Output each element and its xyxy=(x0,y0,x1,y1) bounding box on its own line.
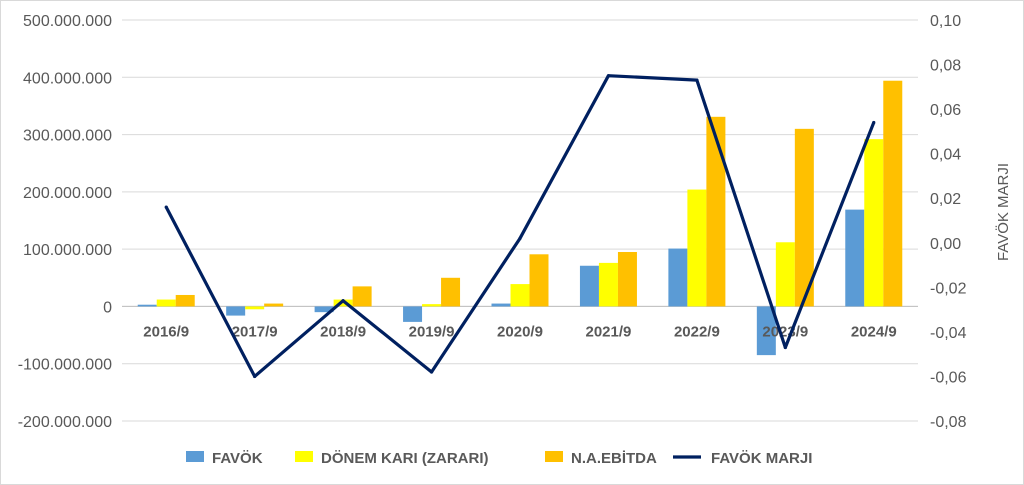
bar-2-2022/9 xyxy=(687,189,707,307)
left-tick-label: 400.000.000 xyxy=(23,70,112,87)
left-tick-label: 300.000.000 xyxy=(23,128,112,145)
legend-swatch xyxy=(295,451,313,462)
left-tick-label: -200.000.000 xyxy=(18,414,112,431)
bar-3-2016/9 xyxy=(175,294,195,307)
legend-swatch xyxy=(186,451,204,462)
bar-1-2018/9 xyxy=(314,306,334,313)
right-axis-ticks: 0,10 0,08 0,06 0,04 0,02 0,00 -0,02 -0,04 -0,06 -… xyxy=(930,13,967,431)
bar-3-2019/9 xyxy=(441,277,461,307)
right-axis-title: FAVÖK MARJI xyxy=(994,163,1012,261)
bar-3-2022/9 xyxy=(706,116,726,307)
bar-1-2022/9 xyxy=(668,248,688,307)
bar-3-2023/9 xyxy=(794,128,814,307)
bar-3-2020/9 xyxy=(529,254,549,307)
legend-label: FAVÖK xyxy=(212,450,263,467)
bar-2-2024/9 xyxy=(864,139,884,307)
line-series xyxy=(164,74,876,379)
category-label: 2017/9 xyxy=(232,323,278,340)
legend: FAVÖK DÖNEM KARI (ZARARI) N.A.EBİTDA FAVÖK … xyxy=(186,450,812,467)
right-tick-label: -0,02 xyxy=(930,280,967,297)
left-axis-ticks: 500.000.000 400.000.000 300.000.000 200.000… xyxy=(18,13,112,431)
bar-3-2021/9 xyxy=(617,252,637,307)
bar-2-2023/9 xyxy=(775,242,795,307)
bar-1-2023/9 xyxy=(756,306,776,356)
right-tick-label: 0,04 xyxy=(930,147,961,164)
line-point xyxy=(341,299,345,303)
bar-2-2016/9 xyxy=(156,299,176,307)
right-tick-label: 0,10 xyxy=(930,13,961,30)
line-point xyxy=(518,236,522,240)
right-tick-label: 0,00 xyxy=(930,236,961,253)
left-tick-label: -100.000.000 xyxy=(18,357,112,374)
bar-2-2017/9 xyxy=(245,306,265,310)
right-tick-label: 0,08 xyxy=(930,58,961,75)
bar-series xyxy=(137,80,903,356)
left-tick-label: 200.000.000 xyxy=(23,185,112,202)
bar-3-2024/9 xyxy=(883,80,903,307)
category-label: 2019/9 xyxy=(409,323,455,340)
line-point xyxy=(253,374,257,379)
bar-1-2016/9 xyxy=(137,304,157,307)
category-labels: 2016/9 2017/9 2018/9 2019/9 2020/9 2021/9 2022… xyxy=(143,323,896,340)
bar-2-2021/9 xyxy=(598,262,618,307)
bar-1-2024/9 xyxy=(845,209,865,307)
bar-3-2017/9 xyxy=(264,303,284,307)
category-label: 2016/9 xyxy=(143,323,189,340)
right-tick-label: -0,04 xyxy=(930,325,967,342)
bar-2-2020/9 xyxy=(510,284,530,307)
line-point xyxy=(695,78,699,82)
legend-label: FAVÖK MARJI xyxy=(711,450,812,467)
line-point xyxy=(606,74,611,78)
bar-1-2019/9 xyxy=(403,306,423,322)
right-tick-label: 0,06 xyxy=(930,102,961,119)
category-label: 2024/9 xyxy=(851,323,897,340)
category-label: 2021/9 xyxy=(585,323,631,340)
left-tick-label: 500.000.000 xyxy=(23,13,112,30)
line-point xyxy=(429,370,434,374)
category-label: 2020/9 xyxy=(497,323,543,340)
left-tick-label: 100.000.000 xyxy=(23,242,112,259)
bar-3-2018/9 xyxy=(352,286,372,307)
line-point xyxy=(164,205,168,209)
category-label: 2022/9 xyxy=(674,323,720,340)
bar-1-2017/9 xyxy=(226,306,246,316)
category-label: 2018/9 xyxy=(320,323,366,340)
right-tick-label: -0,08 xyxy=(930,414,967,431)
legend-swatch xyxy=(545,451,563,462)
bar-1-2020/9 xyxy=(491,303,511,307)
bar-2-2019/9 xyxy=(422,304,442,307)
bar-1-2021/9 xyxy=(579,265,599,307)
line-point xyxy=(783,345,787,350)
left-tick-label: 0 xyxy=(103,299,112,316)
right-tick-label: 0,02 xyxy=(930,191,961,208)
legend-label: DÖNEM KARI (ZARARI) xyxy=(321,450,488,467)
category-label: 2023/9 xyxy=(762,323,808,340)
right-tick-label: -0,06 xyxy=(930,369,967,386)
legend-label: N.A.EBİTDA xyxy=(571,450,657,467)
line-point xyxy=(872,120,876,125)
bar-2-2018/9 xyxy=(333,299,353,307)
